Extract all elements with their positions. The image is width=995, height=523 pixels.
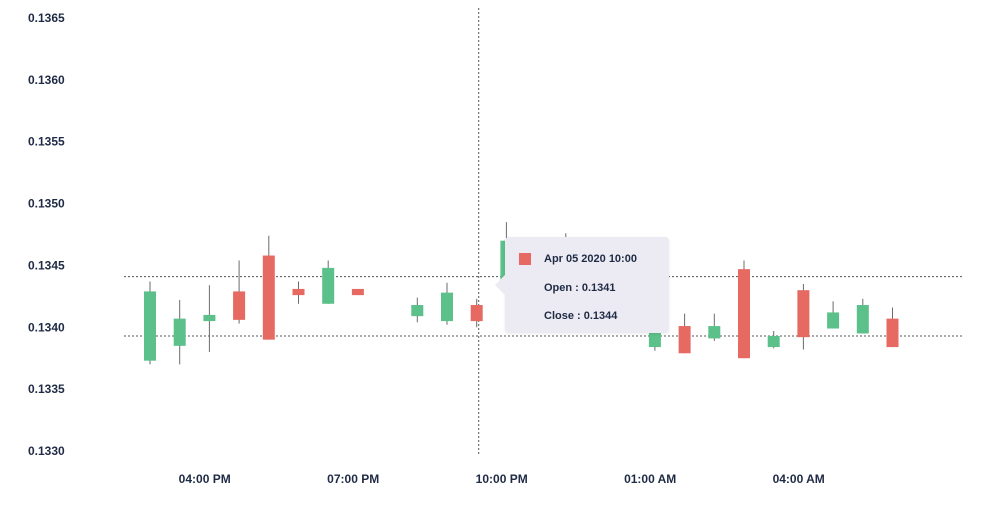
candle-body-down [797,290,810,338]
y-tick-label: 0.1330 [28,444,65,458]
candle[interactable] [411,297,424,323]
tooltip-open: Open : 0.1341 [544,282,616,294]
y-tick-label: 0.1360 [28,73,65,87]
candle[interactable] [173,300,186,365]
candle[interactable] [678,313,691,354]
candle[interactable] [144,281,156,365]
tooltip-date: Apr 05 2020 10:00 [544,253,637,265]
candle[interactable] [827,301,840,329]
candle[interactable] [351,288,364,296]
candle-body-up [411,305,424,317]
candle-body-up [144,291,156,361]
tooltip-color-swatch [519,253,531,265]
y-tick-label: 0.1355 [28,135,65,149]
y-tick-label: 0.1365 [28,11,65,25]
candle-body-up [856,305,869,334]
candle-body-up [322,267,335,304]
candle-body-down [292,288,305,296]
candle-body-down [678,326,691,354]
candle-body-up [827,312,840,329]
candle-body-up [708,326,721,339]
x-tick-label: 04:00 PM [179,472,231,486]
x-tick-label: 07:00 PM [327,472,379,486]
crosshair [124,8,962,455]
candle-body-down [351,288,364,296]
candle-body-up [767,335,780,348]
candle[interactable] [322,260,335,304]
candle[interactable] [886,307,899,348]
x-tick-label: 01:00 AM [624,472,676,486]
candle-body-down [470,305,483,322]
candle-body-down [886,318,899,348]
candle[interactable] [708,313,721,341]
candle-body-down [738,269,750,359]
candle[interactable] [233,260,246,324]
y-tick-label: 0.1345 [28,258,65,272]
candle[interactable] [292,281,305,304]
candle-body-up [203,314,216,322]
candles [144,222,899,365]
candle[interactable] [262,235,275,340]
tooltip-close: Close : 0.1344 [544,310,618,322]
x-tick-label: 04:00 AM [773,472,825,486]
candle[interactable] [203,285,216,353]
candle[interactable] [441,282,453,325]
chart-tooltip: Apr 05 2020 10:00 Open : 0.1341 Close : … [495,237,669,333]
candle[interactable] [767,330,780,349]
candle-body-down [262,255,275,340]
y-tick-label: 0.1350 [28,197,65,211]
candle[interactable] [470,298,483,328]
candle-body-up [173,318,186,346]
y-tick-label: 0.1335 [28,382,65,396]
x-tick-label: 10:00 PM [476,472,528,486]
candle[interactable] [797,283,810,350]
candle[interactable] [856,298,869,334]
candle-body-up [441,292,453,322]
y-axis: 0.1365 0.1360 0.1355 0.1350 0.1345 0.1340 0.13… [28,11,65,458]
candle-body-down [233,291,246,320]
candle[interactable] [738,260,750,359]
y-tick-label: 0.1340 [28,320,65,334]
x-axis: 04:00 PM 07:00 PM 10:00 PM 01:00 AM 04:00 AM [179,472,825,486]
